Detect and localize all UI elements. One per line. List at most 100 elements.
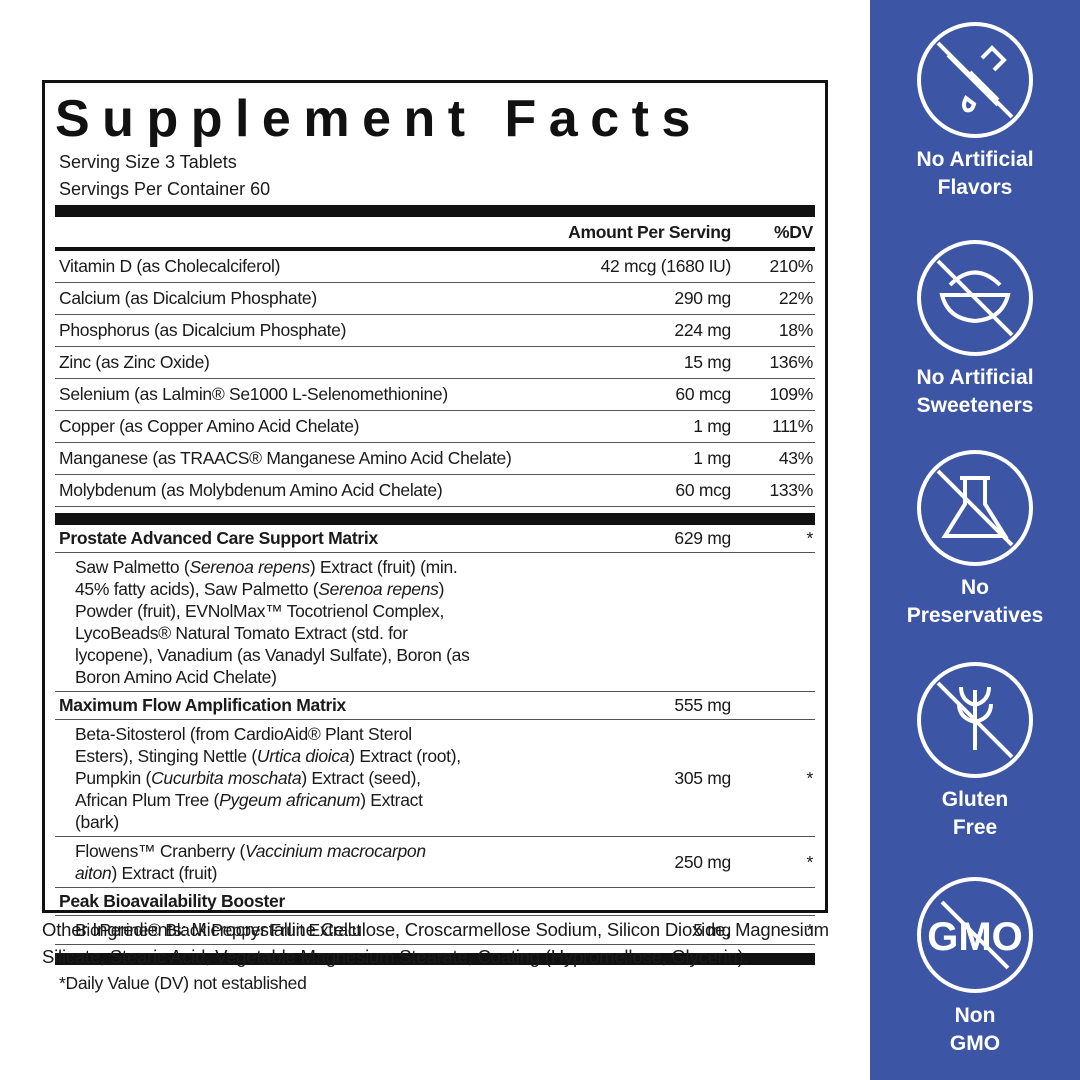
amount: 5 mg [693, 919, 731, 940]
amount: 60 mcg [675, 384, 731, 404]
daily-value: 109% [769, 384, 813, 404]
item-text: BioPerine® Black Pepper Fruit Extract [59, 916, 551, 944]
badge-line: Preservatives [906, 604, 1044, 627]
nutrient-row: Selenium (as Lalmin® Se1000 L-Selenometh… [55, 379, 815, 411]
icon-sweeteners [917, 240, 1033, 356]
badge-line: Sweeteners [916, 394, 1034, 417]
daily-value: 111% [772, 416, 813, 436]
nutrient-name: Calcium (as Dicalcium Phosphate) [59, 288, 317, 308]
daily-value: 133% [769, 480, 813, 500]
panel-content: Supplement Facts Serving Size 3 Tablets … [45, 89, 825, 994]
text-segment: ) Extract (seed), African Plum Tree ( [75, 768, 421, 810]
blend-item: BioPerine® Black Pepper Fruit Extract 5 m… [55, 916, 815, 945]
item-text: Flowens™ Cranberry (Vaccinium macrocarpo… [59, 837, 551, 887]
daily-value: 210% [769, 256, 813, 276]
text-segment: ) Extract (fruit) (min. 45% fatty acids)… [75, 557, 458, 599]
badge-line: Flavors [937, 176, 1013, 199]
icon-flavors [917, 22, 1033, 138]
nutrient-name: Phosphorus (as Dicalcium Phosphate) [59, 320, 347, 340]
text-segment: Cucurbita moschata [151, 768, 302, 788]
badge-panel: GMO No Artificial Flavors No Artificial Swe… [870, 0, 1080, 1080]
text-segment: Urtica dioica [256, 746, 350, 766]
daily-value: * [806, 919, 813, 940]
text-segment: Flowens™ Cranberry ( [75, 841, 246, 861]
text-segment: Serenoa repens [318, 579, 439, 599]
amount: 555 mg [674, 695, 731, 715]
blend-name: Prostate Advanced Care Support Matrix [59, 528, 378, 548]
icon-gluten [917, 662, 1033, 778]
amount: 224 mg [674, 320, 731, 340]
badge-icons: GMO [917, 22, 1033, 993]
nutrient-row: Molybdenum (as Molybdenum Amino Acid Che… [55, 475, 815, 507]
amount: 1 mg [693, 448, 731, 468]
badge-label: No Preservatives [870, 574, 1080, 630]
daily-value: * [806, 851, 813, 872]
dv-header: %DV [774, 221, 813, 242]
icon-gmo [917, 877, 1033, 993]
badge-label: No Artificial Sweeteners [870, 364, 1080, 420]
nutrient-name: Vitamin D (as Cholecalciferol) [59, 256, 281, 276]
nutrient-row: Copper (as Copper Amino Acid Chelate) 1 m… [55, 411, 815, 443]
nutrient-row: Calcium (as Dicalcium Phosphate) 290 mg 22… [55, 283, 815, 315]
nutrient-row: Phosphorus (as Dicalcium Phosphate) 224 m… [55, 315, 815, 347]
divider [55, 953, 815, 965]
text-segment: ) Extract (bark) [75, 790, 423, 832]
text-segment: Beta-Sitosterol (from CardioAid® Plant S… [75, 724, 412, 766]
badge-line: No [961, 576, 989, 599]
serving-size: Serving Size 3 Tablets [59, 152, 237, 172]
text-segment: Vaccinium macrocarpon aiton [75, 841, 426, 883]
amount: 60 mcg [675, 480, 731, 500]
text-segment: ) Extract (fruit) [111, 863, 218, 883]
badge-line: Gluten [941, 788, 1009, 811]
amount-header: Amount Per Serving [568, 221, 731, 242]
daily-value: 136% [769, 352, 813, 372]
blend-item: Flowens™ Cranberry (Vaccinium macrocarpo… [55, 837, 815, 888]
daily-value: 22% [778, 288, 813, 308]
nutrient-name: Copper (as Copper Amino Acid Chelate) [59, 416, 360, 436]
nutrient-row: Vitamin D (as Cholecalciferol) 42 mcg (16… [55, 251, 815, 283]
nutrient-row: Manganese (as TRAACS® Manganese Amino Ac… [55, 443, 815, 475]
nutrient-name: Selenium (as Lalmin® Se1000 L-Selenometh… [59, 384, 448, 404]
text-segment: BioPerine® Black Pepper Fruit Extract [75, 920, 361, 940]
amount: 629 mg [674, 528, 731, 548]
blend-item: Saw Palmetto (Serenoa repens) Extract (f… [55, 553, 815, 692]
text-segment: Serenoa repens [189, 557, 310, 577]
daily-value: 43% [778, 448, 813, 468]
blend-row: Prostate Advanced Care Support Matrix 629… [55, 525, 815, 553]
servings-per-container: Servings Per Container 60 [59, 179, 271, 199]
blend-name: Peak Bioavailability Booster [59, 891, 285, 911]
badge-label: Non GMO [870, 1002, 1080, 1058]
other-ingredients: Other Ingredients: Microcrystalline Cell… [42, 919, 829, 967]
nutrient-name: Manganese (as TRAACS® Manganese Amino Ac… [59, 448, 512, 468]
badge-line: GMO [949, 1032, 1001, 1055]
divider [55, 205, 815, 217]
text-segment: ) Extract (root), Pumpkin ( [75, 746, 461, 788]
column-header: Amount Per Serving %DV [55, 217, 815, 251]
text-segment: Saw Palmetto ( [75, 557, 190, 577]
nutrient-row: Zinc (as Zinc Oxide) 15 mg 136% [55, 347, 815, 379]
daily-value: * [806, 767, 813, 788]
blend-row: Peak Bioavailability Booster [55, 888, 815, 916]
badge-line: No Artificial [916, 148, 1034, 171]
amount: 1 mg [693, 416, 731, 436]
panel-title: Supplement Facts [55, 90, 703, 148]
daily-value: * [806, 528, 813, 548]
amount: 15 mg [683, 352, 731, 372]
supplement-facts-panel: Supplement Facts Serving Size 3 Tablets … [42, 80, 828, 993]
blend-item: Beta-Sitosterol (from CardioAid® Plant S… [55, 720, 815, 837]
nutrient-name: Zinc (as Zinc Oxide) [59, 352, 210, 372]
badge-label: Gluten Free [870, 786, 1080, 842]
amount: 290 mg [674, 288, 731, 308]
divider [55, 513, 815, 525]
badge-label: No Artificial Flavors [870, 146, 1080, 202]
blend-row: Maximum Flow Amplification Matrix 555 mg [55, 692, 815, 720]
blend-name: Maximum Flow Amplification Matrix [59, 695, 346, 715]
icon-preservatives [917, 450, 1033, 566]
amount: 250 mg [674, 851, 731, 872]
daily-value: 18% [778, 320, 813, 340]
amount: 305 mg [674, 767, 731, 788]
item-text: Saw Palmetto (Serenoa repens) Extract (f… [59, 553, 551, 691]
badge-line: Free [952, 816, 998, 839]
footnote: *Daily Value (DV) not established [59, 973, 307, 993]
